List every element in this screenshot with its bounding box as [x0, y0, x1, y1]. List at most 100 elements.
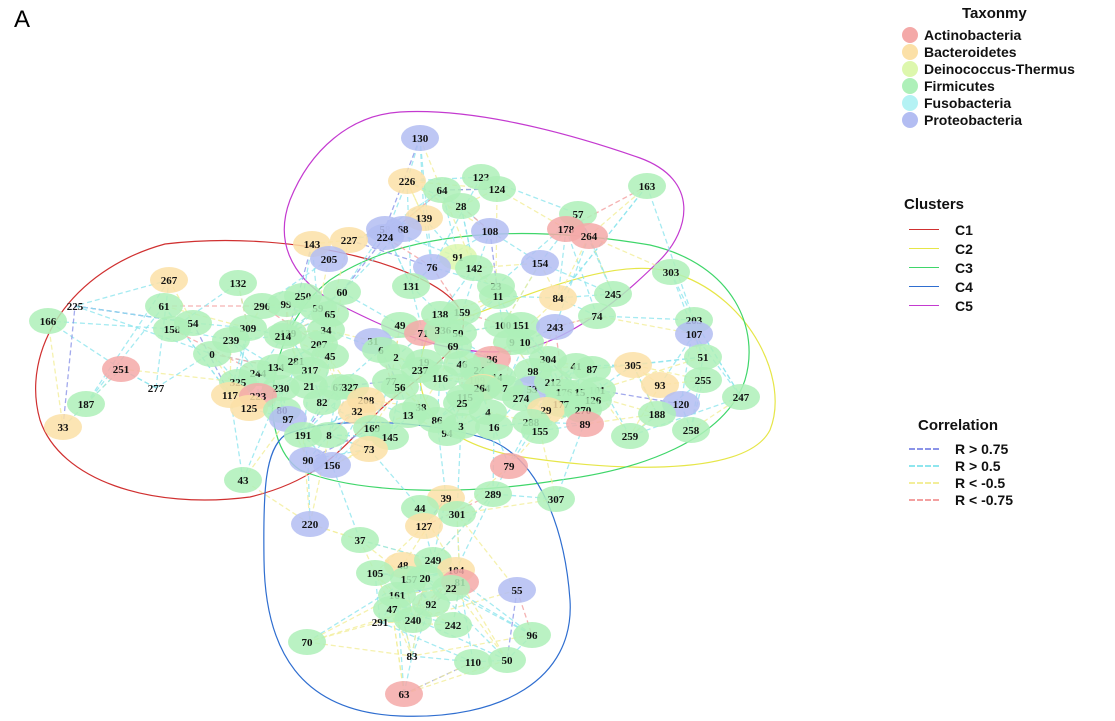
node-circle: [291, 511, 329, 537]
node-circle: [381, 374, 419, 400]
correlation-legend-item: R > 0.75: [909, 440, 1008, 457]
node-circle: [385, 681, 423, 707]
network-edge: [596, 389, 682, 405]
network-edge: [423, 525, 434, 561]
node-267: 267: [150, 267, 188, 293]
node-circle: [490, 453, 528, 479]
network-edge: [120, 368, 239, 383]
node-label: 155: [532, 426, 549, 438]
node-label: 225: [67, 301, 84, 313]
legend-line: [909, 464, 939, 467]
node-circle: [67, 391, 105, 417]
node-circle: [506, 329, 544, 355]
node-label: 82: [317, 397, 329, 409]
node-label: 89: [580, 419, 592, 431]
node-circle: [539, 285, 577, 311]
node-214: 214: [264, 323, 302, 349]
network-edge: [459, 581, 508, 661]
network-edge: [309, 434, 330, 525]
network-diagram: 1302261231246428163571782641395868224108…: [29, 110, 776, 717]
legend-label: C1: [955, 221, 973, 238]
node-131: 131: [392, 273, 430, 299]
node-label: 33: [58, 422, 70, 434]
node-79: 79: [490, 453, 528, 479]
clusters-legend-title: Clusters: [904, 196, 965, 213]
legend-line: [909, 305, 939, 306]
node-224: 224: [366, 224, 404, 250]
node-61: 61: [145, 293, 183, 319]
legend-line: [909, 229, 939, 230]
node-circle: [303, 389, 341, 415]
node-258: 258: [672, 417, 710, 443]
node-107: 107: [675, 321, 713, 347]
node-label: 92: [426, 599, 438, 611]
node-circle: [442, 193, 480, 219]
node-255: 255: [684, 367, 722, 393]
node-50b: 50: [488, 647, 526, 673]
node-156: 156: [313, 452, 351, 478]
legend-swatch: [902, 43, 918, 60]
legend-label: C4: [955, 278, 973, 295]
node-56: 56: [381, 374, 419, 400]
node-label: 245: [605, 289, 622, 301]
node-105: 105: [356, 560, 394, 586]
node-155: 155: [521, 418, 559, 444]
node-60: 60: [323, 279, 361, 305]
node-circle: [479, 283, 517, 309]
node-circle: [672, 417, 710, 443]
legend-line: [909, 267, 939, 268]
node-label: 156: [324, 460, 341, 472]
node-247: 247: [722, 384, 760, 410]
legend-swatch: [902, 111, 918, 128]
node-label: 91: [453, 252, 464, 264]
node-51: 51: [684, 344, 722, 370]
node-label: 86: [432, 415, 444, 427]
node-label: 76: [427, 262, 439, 274]
node-label: 71: [418, 328, 429, 340]
network-edge: [74, 305, 213, 355]
node-label: 48: [398, 560, 410, 572]
node-circle: [44, 414, 82, 440]
node-83: 83: [407, 651, 419, 663]
correlation-legend-item: R > 0.5: [909, 457, 1001, 474]
node-circle: [394, 607, 432, 633]
node-circle: [230, 395, 268, 421]
node-label: 259: [622, 431, 639, 443]
network-edge: [371, 414, 409, 429]
node-circle: [323, 279, 361, 305]
correlation-legend-title: Correlation: [918, 417, 999, 434]
node-label: 47: [387, 604, 399, 616]
node-label: 57: [573, 209, 585, 221]
node-74: 74: [578, 303, 616, 329]
node-circle: [264, 323, 302, 349]
legend-line: [909, 248, 939, 249]
node-label: 178: [558, 224, 575, 236]
node-43: 43: [224, 467, 262, 493]
node-circle: [330, 227, 368, 253]
node-220: 220: [291, 511, 329, 537]
node-circle: [145, 293, 183, 319]
network-edge: [302, 401, 323, 436]
node-circle: [474, 481, 512, 507]
node-circle: [356, 560, 394, 586]
node-label: 301: [449, 509, 466, 521]
node-225: 225: [67, 301, 84, 313]
legend-label: Firmicutes: [924, 77, 995, 94]
node-154: 154: [521, 250, 559, 276]
node-circle: [684, 367, 722, 393]
legend-label: C5: [955, 297, 973, 314]
node-label: 43: [238, 475, 250, 487]
node-label: 251: [113, 364, 130, 376]
node-251: 251: [102, 356, 140, 382]
node-label: 130: [412, 133, 429, 145]
node-circle: [413, 254, 451, 280]
node-circle: [573, 356, 611, 382]
node-circle: [536, 314, 574, 340]
node-label: 49: [395, 320, 407, 332]
node-label: 305: [625, 360, 642, 372]
node-label: 267: [161, 275, 178, 287]
network-edge: [456, 513, 518, 591]
network-edge: [328, 410, 358, 436]
node-label: 124: [489, 184, 506, 196]
node-circle: [722, 384, 760, 410]
